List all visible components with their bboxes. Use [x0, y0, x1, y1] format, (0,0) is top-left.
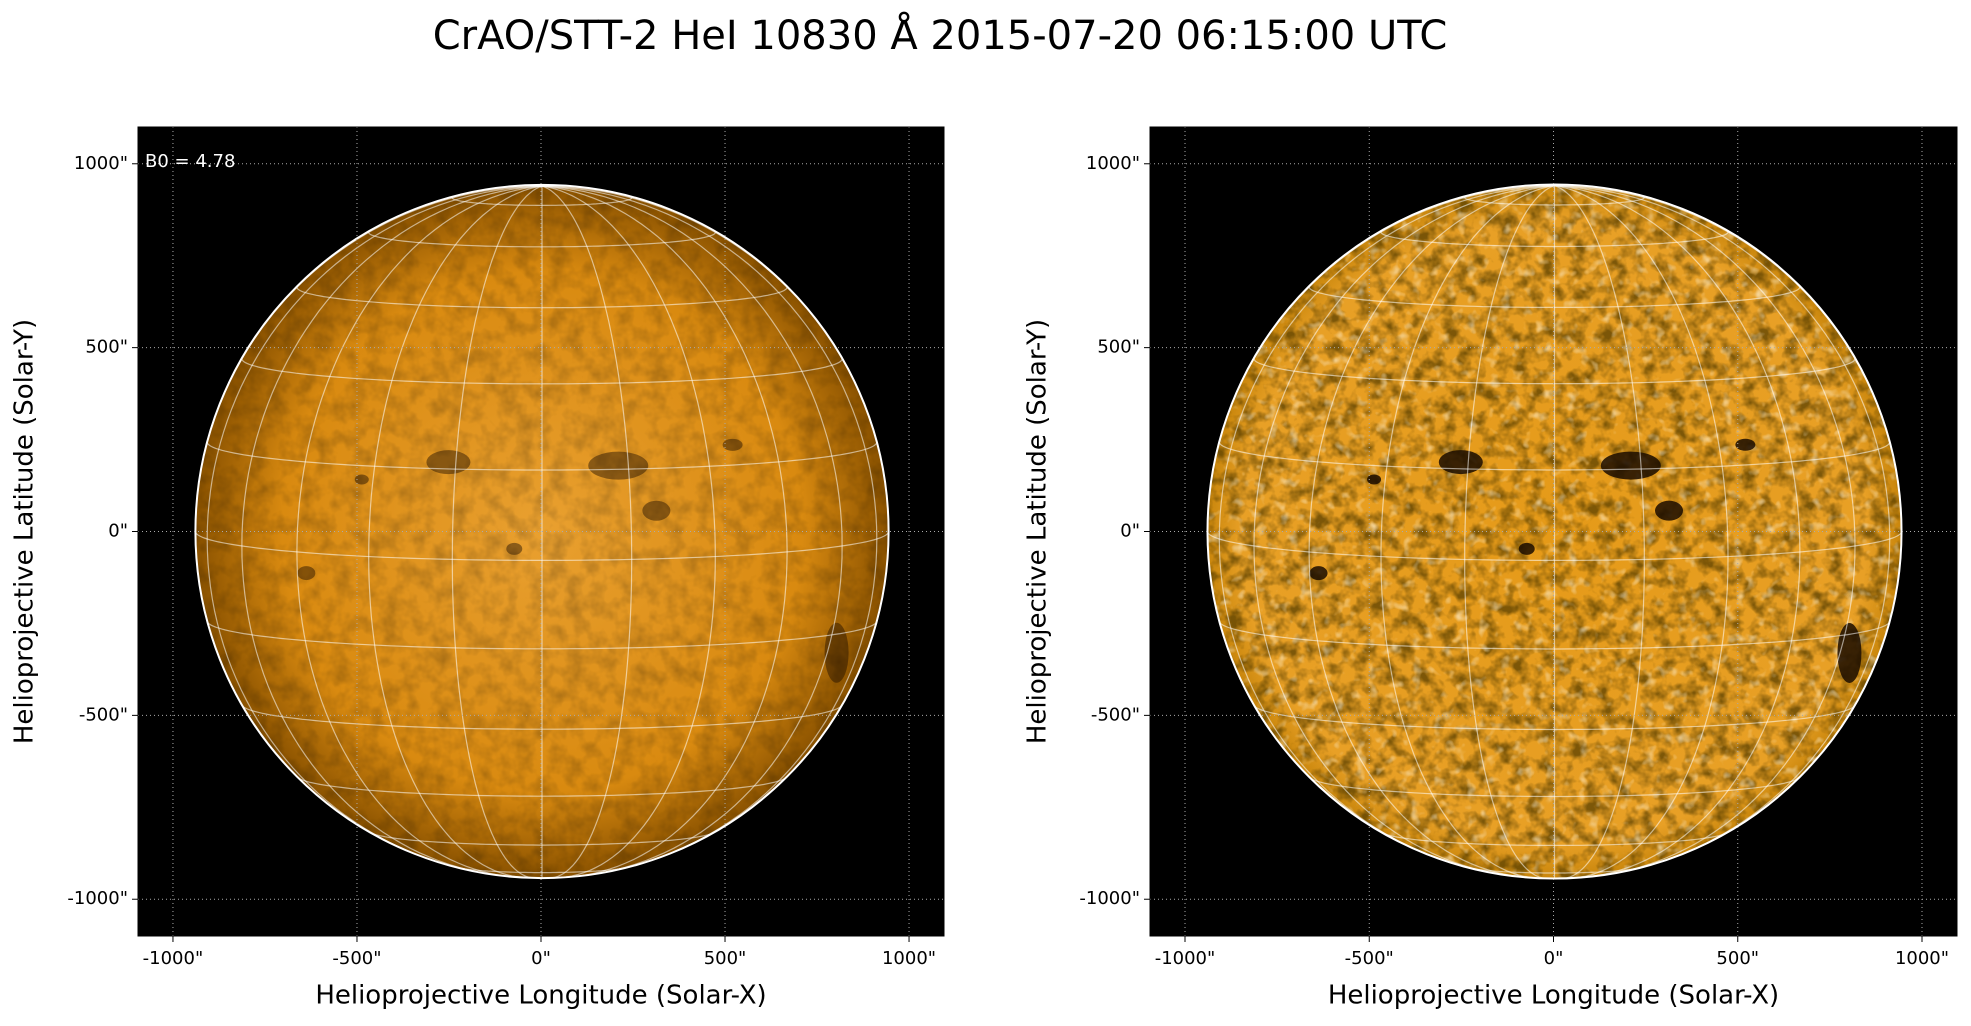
heliographic-grid	[1308, 185, 1555, 878]
x-tick-label: -500"	[332, 948, 381, 969]
y-tick-label: 0"	[108, 521, 128, 542]
x-tick-label: -1000"	[1155, 948, 1216, 969]
heliographic-grid	[194, 531, 890, 561]
heliographic-grid	[1380, 185, 1555, 879]
heliographic-grid	[1382, 832, 1727, 846]
heliographic-grid	[451, 196, 633, 206]
heliographic-grid	[1219, 622, 1890, 650]
annotation: B0 = 4.78	[145, 151, 235, 172]
heliographic-grid	[206, 441, 878, 471]
y-tick-label: -500"	[1091, 704, 1140, 725]
y-tick-label: 1000"	[1086, 153, 1140, 174]
heliographic-grid	[1308, 285, 1801, 308]
x-axis-label: Helioprojective Longitude (Solar-X)	[1328, 981, 1779, 1011]
dark-filament	[426, 450, 471, 475]
heliographic-grid	[1554, 185, 1801, 878]
y-axis-label: Helioprojective Latitude (Solar-Y)	[1023, 319, 1053, 744]
heliographic-grid	[370, 832, 714, 846]
dark-filament	[722, 438, 743, 451]
heliographic-grid	[1253, 705, 1856, 731]
dark-filament	[1837, 622, 1862, 683]
heliographic-grid	[1206, 531, 1903, 561]
figure-title: CrAO/STT-2 HeI 10830 Å 2015-07-20 06:15:…	[433, 11, 1448, 59]
dark-filament	[1309, 566, 1328, 581]
heliographic-grid	[1253, 185, 1555, 876]
dark-filament	[1600, 451, 1661, 480]
dark-filament	[1518, 542, 1535, 555]
heliographic-grid	[368, 230, 716, 248]
heliographic-grid	[1554, 185, 1645, 879]
dark-filament	[642, 500, 671, 521]
solar-limb	[1206, 183, 1903, 880]
x-tick-label: 500"	[704, 948, 747, 969]
x-tick-label: 0"	[1544, 948, 1564, 969]
dark-filament	[1735, 438, 1756, 451]
y-axis-label: Helioprojective Latitude (Solar-Y)	[10, 319, 40, 744]
dark-filament	[1655, 500, 1684, 521]
solar-limb	[194, 183, 890, 880]
x-tick-label: -1000"	[143, 948, 204, 969]
heliographic-grid	[1218, 441, 1891, 471]
dark-filament	[297, 566, 316, 581]
heliographic-grid	[541, 185, 788, 877]
heliographic-grid	[241, 185, 543, 875]
heliographic-grid	[1253, 358, 1856, 385]
x-tick-label: 0"	[531, 948, 551, 969]
dark-filament	[354, 474, 369, 485]
dark-filament	[1367, 474, 1382, 485]
heliographic-grid	[241, 705, 843, 730]
dark-filament	[506, 542, 523, 555]
y-tick-label: 500"	[85, 337, 128, 358]
heliographic-grid	[241, 358, 843, 385]
heliographic-grid	[296, 285, 788, 309]
heliographic-grid	[1469, 867, 1640, 874]
heliographic-grid	[296, 185, 543, 877]
heliographic-grid	[1464, 185, 1555, 879]
x-tick-label: -500"	[1345, 948, 1394, 969]
heliographic-grid	[451, 185, 543, 879]
heliographic-grid	[297, 777, 787, 797]
heliographic-grid	[1309, 777, 1800, 798]
dark-filament	[1438, 450, 1483, 475]
heliographic-grid	[1380, 230, 1729, 248]
dark-filament	[824, 622, 849, 683]
heliographic-grid	[207, 622, 877, 650]
heliographic-grid	[1464, 196, 1645, 206]
y-tick-label: 1000"	[74, 153, 128, 174]
x-tick-label: 500"	[1716, 948, 1759, 969]
y-tick-label: -1000"	[1079, 888, 1140, 909]
heliographic-grid	[1554, 185, 1856, 876]
x-tick-label: 1000"	[882, 948, 936, 969]
plot-frame	[137, 126, 945, 937]
y-tick-label: 0"	[1120, 521, 1140, 542]
y-tick-label: -1000"	[67, 888, 128, 909]
heliographic-grid	[541, 185, 716, 879]
dark-filament	[588, 451, 649, 480]
y-tick-label: -500"	[79, 704, 128, 725]
heliographic-grid	[541, 185, 633, 879]
heliographic-grid	[457, 866, 627, 874]
y-tick-label: 500"	[1097, 337, 1140, 358]
x-tick-label: 1000"	[1895, 948, 1949, 969]
plot-frame	[1149, 126, 1958, 937]
x-axis-label: Helioprojective Longitude (Solar-X)	[315, 981, 766, 1011]
heliographic-grid	[368, 185, 543, 879]
heliographic-grid	[1554, 185, 1729, 879]
heliographic-grid	[541, 185, 843, 875]
